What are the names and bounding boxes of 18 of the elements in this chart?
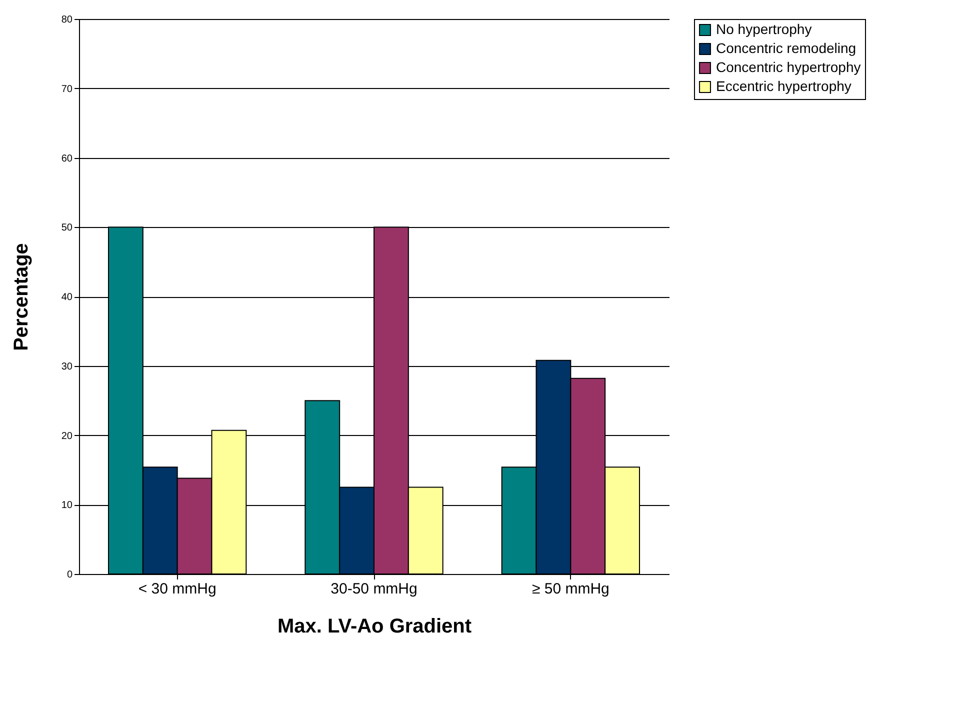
x-tick-label: < 30 mmHg <box>138 580 216 598</box>
y-tick-label: 80 <box>61 14 73 26</box>
x-axis-title: Max. LV-Ao Gradient <box>277 616 472 638</box>
y-tick-label: 20 <box>61 430 73 442</box>
y-axis-title: Percentage <box>10 243 32 351</box>
y-tick-label: 10 <box>61 500 73 512</box>
y-tick-label: 70 <box>61 84 73 95</box>
y-tick-label: 40 <box>61 292 73 303</box>
legend-label: Eccentric hypertrophy <box>716 78 852 94</box>
y-tick-label: 30 <box>61 361 73 372</box>
y-tick-label: 50 <box>61 222 73 234</box>
legend-label: No hypertrophy <box>716 21 812 37</box>
legend-label: Concentric hypertrophy <box>716 59 861 75</box>
x-tick-label: 30-50 mmHg <box>330 580 418 598</box>
legend-label: Concentric remodeling <box>716 40 856 56</box>
x-tick-label: ≥ 50 mmHg <box>532 580 610 598</box>
y-tick-label: 0 <box>66 570 73 580</box>
y-tick-label: 60 <box>61 153 73 164</box>
